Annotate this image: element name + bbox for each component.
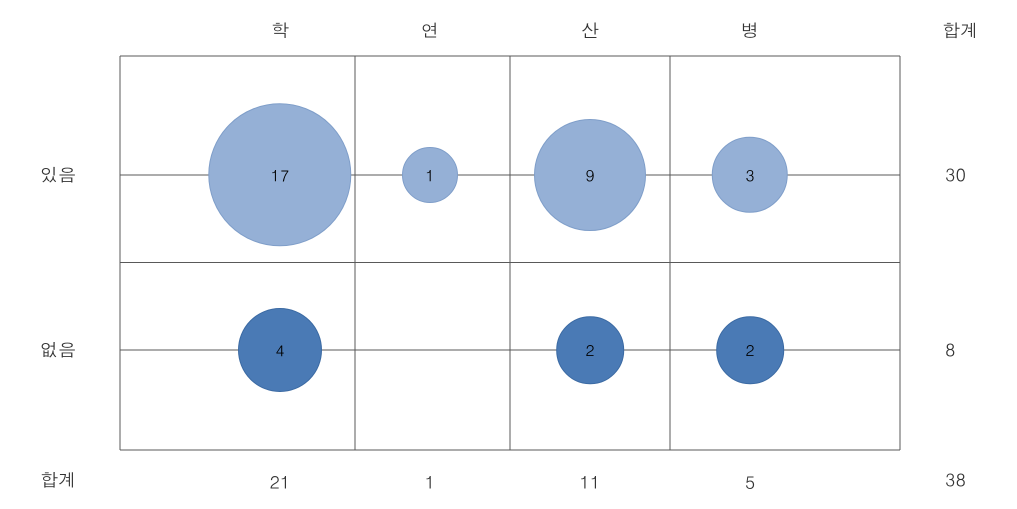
col-header: 학	[271, 18, 289, 43]
col-header: 산	[581, 18, 599, 43]
bubble	[534, 119, 646, 231]
grid-lines	[0, 0, 1017, 509]
row-header: 없음	[40, 338, 76, 363]
row-header: 있음	[40, 163, 76, 188]
col-total: 1	[425, 470, 436, 495]
col-header: 연	[421, 18, 439, 43]
grand-total: 38	[945, 468, 966, 493]
bubble	[238, 308, 322, 392]
row-total: 30	[945, 163, 966, 188]
bubble	[716, 316, 784, 384]
col-total: 21	[270, 470, 291, 495]
bubble	[556, 316, 624, 384]
col-header: 병	[741, 18, 759, 43]
bubble-matrix-chart: { "chart": { "type": "bubble-matrix", "w…	[0, 0, 1017, 509]
row-header-total: 합계	[40, 468, 76, 493]
bubble	[402, 147, 458, 203]
bubble	[208, 103, 351, 246]
col-total: 11	[580, 470, 601, 495]
col-header-total: 합계	[942, 18, 978, 43]
row-total: 8	[945, 338, 956, 363]
col-total: 5	[745, 470, 756, 495]
